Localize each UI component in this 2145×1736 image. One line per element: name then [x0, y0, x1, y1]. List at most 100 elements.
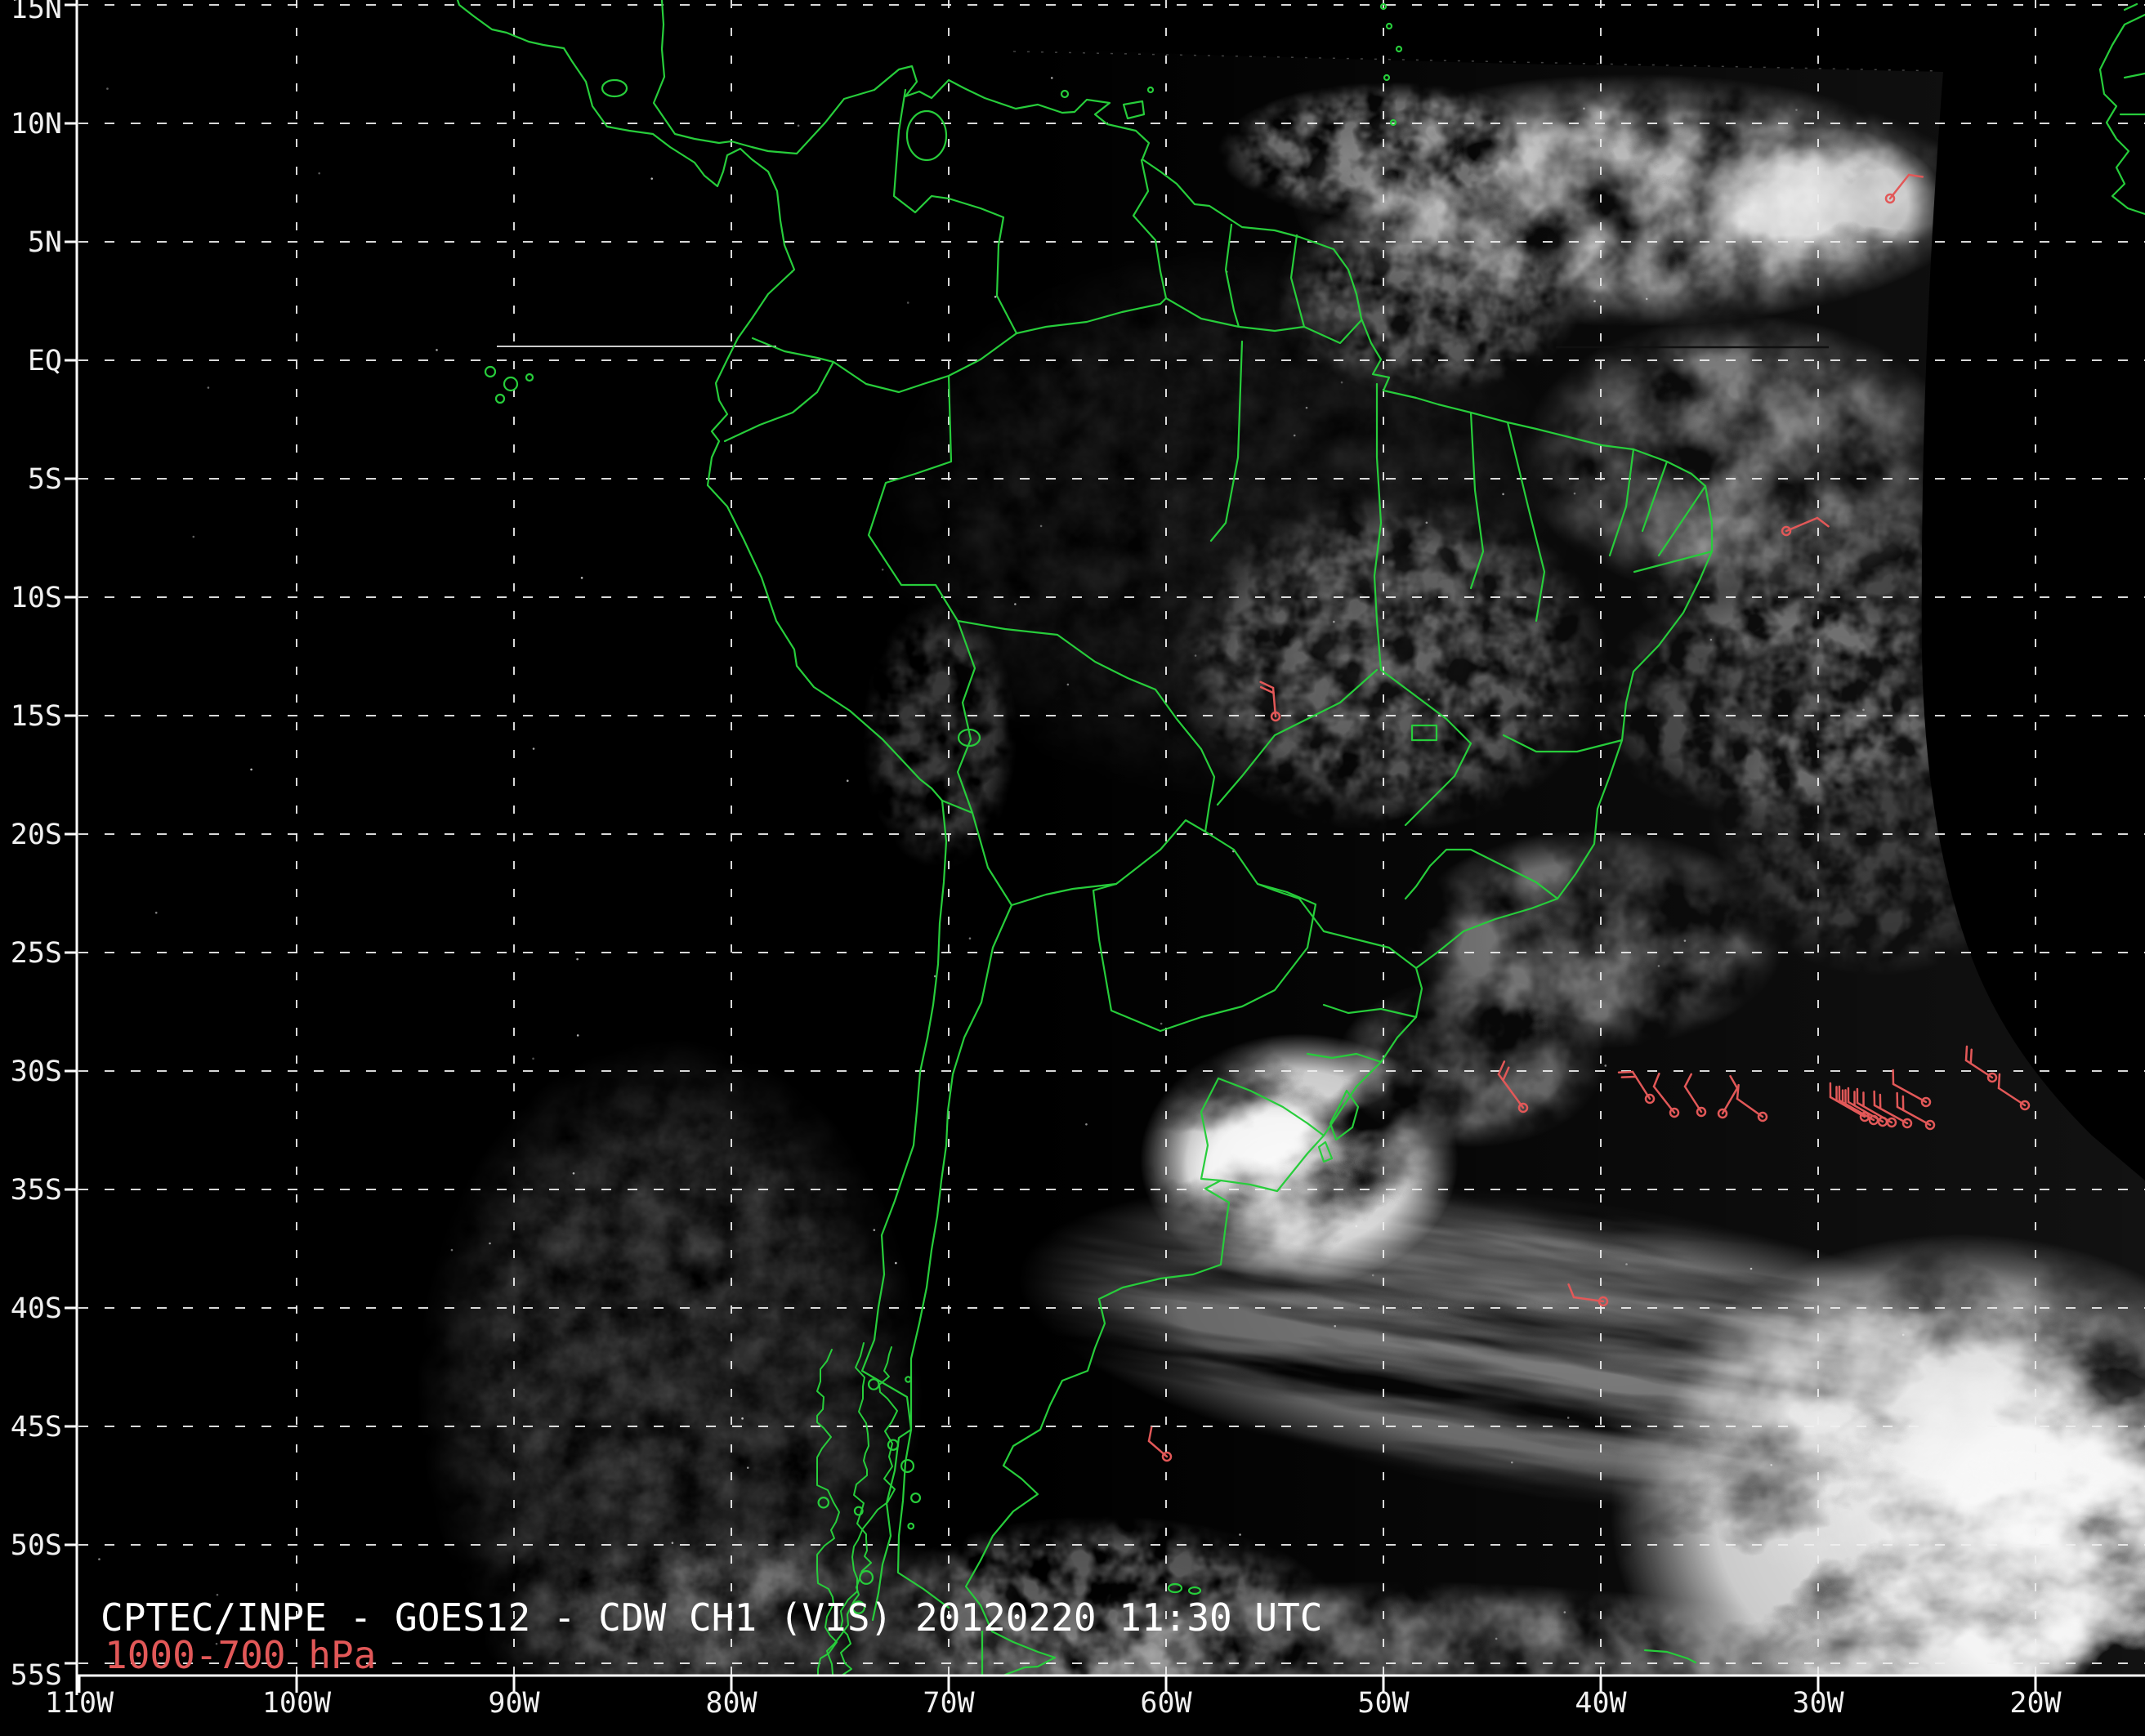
pressure-layer-label: 1000-700 hPa: [105, 1633, 376, 1677]
lon-label: 80W: [705, 1687, 757, 1720]
wind-barb: [1856, 1087, 1897, 1128]
hot-pixel: [1683, 939, 1687, 942]
border-venezuela-brazil-guyanas: [1015, 158, 1363, 345]
wind-barb-staff: [1997, 1087, 2027, 1107]
wind-barb: [1259, 681, 1281, 722]
hot-pixel: [576, 1034, 579, 1037]
lake-maracaibo: [905, 109, 948, 162]
hot-pixel: [1085, 1122, 1088, 1126]
coastline-south-america: [456, 0, 1714, 1676]
wind-barb-station-circle: [2019, 1100, 2031, 1111]
scan-top-edge-speckle: [1012, 51, 1944, 72]
hot-pixel-speckles: [98, 77, 1905, 1645]
lon-label: 90W: [488, 1687, 540, 1720]
fjord-islet: [867, 1378, 880, 1390]
wind-barb: [1736, 1083, 1768, 1122]
wind-barb: [1873, 1090, 1913, 1129]
fjord-islet: [859, 1570, 874, 1585]
wind-barb-feather: [1497, 1060, 1506, 1076]
wind-barb-feather: [1736, 1083, 1740, 1100]
lon-label: 60W: [1140, 1687, 1192, 1720]
hot-pixel: [207, 386, 210, 389]
wind-barb-staff: [1785, 516, 1819, 533]
hot-pixel: [906, 301, 909, 304]
hot-pixel: [1901, 1333, 1905, 1337]
lat-label: 10N: [11, 108, 62, 141]
wind-barb-station-circle: [1901, 1118, 1913, 1129]
lat-label: 25S: [11, 937, 62, 970]
wind-barb-feather: [1259, 685, 1275, 694]
cloud-itcz-core: [1700, 127, 1945, 282]
wind-barb-feather: [1567, 1283, 1575, 1299]
hot-pixel: [895, 1261, 897, 1265]
latitude-gridlines: [78, 4, 2145, 1664]
wind-barb-feather: [1969, 1048, 1973, 1065]
fjord-islet: [887, 1439, 900, 1451]
lon-label: 50W: [1357, 1687, 1410, 1720]
hot-pixel: [450, 1248, 454, 1252]
coastline-west-africa: [2098, 2, 2145, 216]
hot-pixel: [576, 957, 579, 961]
cloud-central-brazil: [1169, 490, 1610, 833]
hot-pixel: [933, 975, 936, 978]
image-title-text: CPTEC/INPE - GOES12 - CDW CH1 (VIS) 2012…: [101, 1595, 1323, 1640]
hot-pixel: [1645, 297, 1648, 301]
wind-barbs-layer: [1147, 173, 2031, 1462]
wind-barb: [1567, 1283, 1609, 1307]
lon-label: 20W: [2009, 1687, 2062, 1720]
hot-pixel: [216, 1593, 219, 1596]
wind-barb-station-circle: [1920, 1096, 1932, 1108]
hot-pixel: [98, 1558, 101, 1560]
hot-pixel: [746, 1466, 749, 1469]
lat-label: 50S: [11, 1529, 62, 1562]
wind-barb-feather: [1617, 1070, 1634, 1073]
coastline-chile-fjords: [816, 1342, 922, 1676]
wind-barb: [1617, 1070, 1656, 1105]
lat-label: 45S: [11, 1411, 62, 1444]
hot-pixel: [1066, 683, 1070, 686]
wind-barb-station-circle: [1884, 193, 1896, 204]
hot-pixel: [532, 748, 535, 750]
hot-pixel: [1495, 1637, 1498, 1640]
hot-pixel: [741, 1417, 744, 1420]
lagoa-dos-patos: [1317, 1089, 1360, 1163]
wind-barb: [1997, 1073, 2031, 1111]
lat-label: EQ: [28, 345, 62, 377]
wind-barb-staff: [1736, 1097, 1764, 1118]
wind-barb: [1652, 1072, 1680, 1118]
wind-barb-feather: [1997, 1073, 2001, 1090]
hot-pixel: [1293, 434, 1296, 437]
wind-barb-station-circle: [1161, 1451, 1173, 1462]
hot-pixel: [797, 124, 800, 127]
wind-barb-station-circle: [1669, 1107, 1680, 1118]
axis-left-mask: [0, 0, 77, 1736]
wind-barb: [1147, 1426, 1173, 1462]
hot-pixel: [1334, 1324, 1337, 1328]
hot-pixel: [532, 1057, 534, 1060]
hot-pixel: [580, 577, 583, 579]
lat-label: 35S: [11, 1174, 62, 1207]
wind-barb-feather: [1147, 1426, 1153, 1443]
wind-barb: [1497, 1060, 1529, 1113]
wind-barb: [1892, 1069, 1932, 1108]
wind-barb: [1896, 1091, 1936, 1131]
island-trinidad: [1122, 100, 1146, 120]
lat-label: 40S: [11, 1292, 62, 1325]
hot-pixel: [1750, 1267, 1753, 1270]
hot-pixel: [1428, 698, 1430, 701]
fjord-islet: [817, 1496, 830, 1509]
hot-pixel: [881, 568, 884, 571]
fjord-islet: [905, 1376, 912, 1383]
scan-sector-no-data-mask: [1007, 0, 2145, 1180]
border-uruguay: [1200, 1077, 1325, 1182]
hot-pixel: [489, 1242, 491, 1245]
lon-label: 100W: [262, 1687, 332, 1720]
hot-pixel: [1194, 654, 1197, 657]
fjord-coast-scribble: [840, 1346, 898, 1676]
wind-barb-station-circle: [1986, 1072, 1998, 1083]
hot-pixel: [1371, 1274, 1374, 1277]
lon-label: 40W: [1575, 1687, 1627, 1720]
hot-pixel: [671, 1542, 674, 1544]
